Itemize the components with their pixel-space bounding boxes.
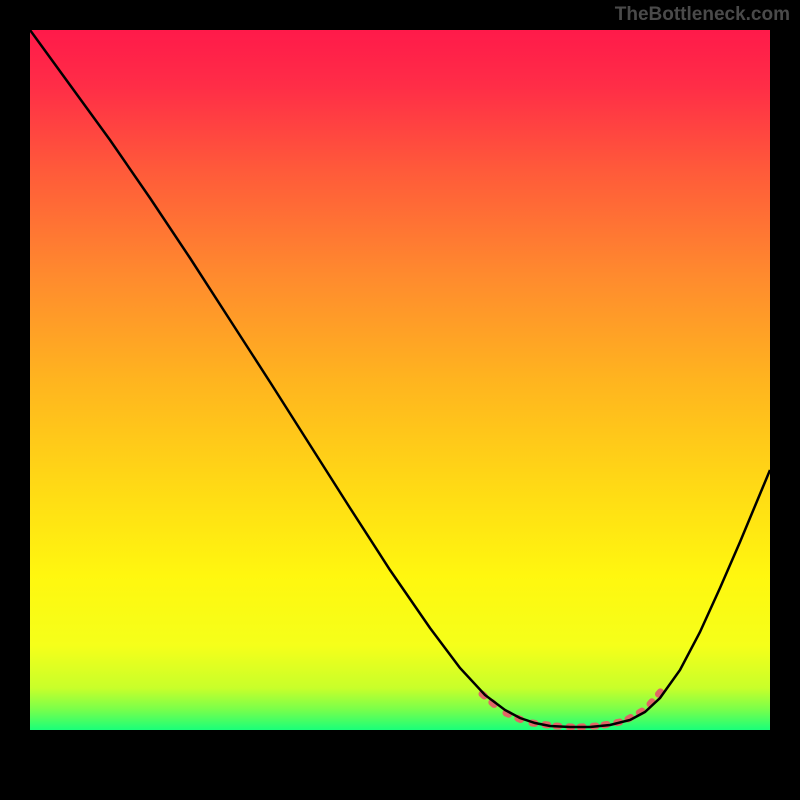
plot-area bbox=[30, 30, 770, 730]
valley-markers bbox=[482, 690, 662, 727]
watermark-text: TheBottleneck.com bbox=[615, 4, 790, 26]
bottleneck-curve bbox=[30, 30, 770, 727]
curve-layer bbox=[30, 30, 770, 730]
